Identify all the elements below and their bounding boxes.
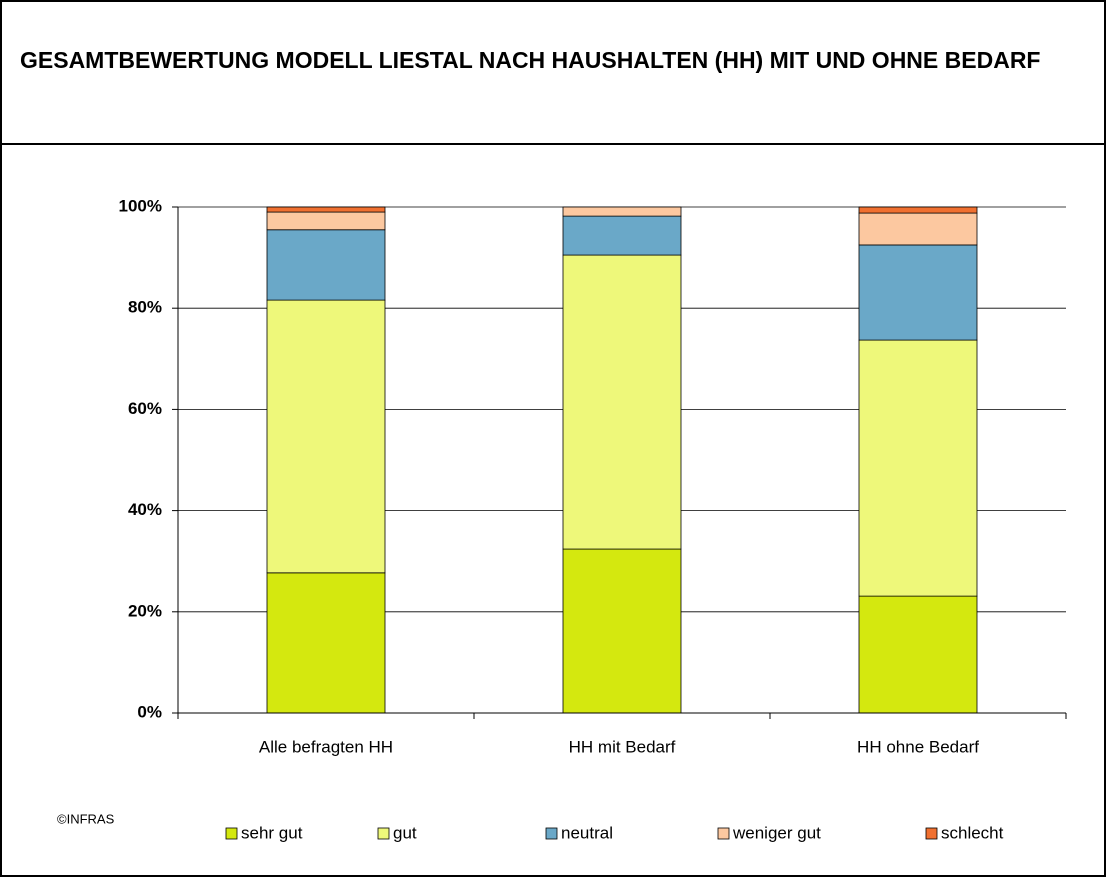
legend-label: sehr gut: [241, 823, 303, 842]
x-tick-label: Alle befragten HH: [259, 737, 393, 756]
legend-swatch: [377, 827, 390, 840]
legend-swatch: [225, 827, 238, 840]
source: ©INFRAS: [57, 811, 115, 826]
bar-segment: [562, 548, 682, 714]
bar-segment: [266, 229, 386, 301]
bar-segment: [858, 212, 978, 246]
bar-segment: [266, 572, 386, 714]
legend-label: neutral: [561, 823, 613, 842]
legend-swatch: [925, 827, 938, 840]
y-tick-label: 0%: [137, 702, 162, 721]
y-tick-label: 80%: [128, 298, 162, 317]
bar-segment: [858, 206, 978, 214]
legend-swatch: [545, 827, 558, 840]
legend-label: weniger gut: [732, 823, 821, 842]
bar-segment: [266, 299, 386, 574]
bar-segment: [562, 254, 682, 550]
bar-segment: [858, 244, 978, 341]
bar-segment: [562, 215, 682, 256]
y-tick-label: 60%: [128, 399, 162, 418]
bar-segment: [266, 206, 386, 213]
bar-segment: [562, 206, 682, 217]
y-tick-label: 40%: [128, 500, 162, 519]
legend-label: schlecht: [941, 823, 1004, 842]
chart-title: GESAMTBEWERTUNG MODELL LIESTAL NACH HAUS…: [20, 47, 1041, 73]
x-tick-label: HH mit Bedarf: [569, 737, 676, 756]
legend-label: gut: [393, 823, 417, 842]
x-tick-label: HH ohne Bedarf: [857, 737, 979, 756]
y-tick-label: 20%: [128, 601, 162, 620]
bar-segment: [266, 211, 386, 231]
bar-segment: [858, 339, 978, 597]
bar-segment: [858, 595, 978, 714]
y-tick-label: 100%: [119, 196, 162, 215]
legend-swatch: [717, 827, 730, 840]
title-box: GESAMTBEWERTUNG MODELL LIESTAL NACH HAUS…: [2, 2, 1104, 145]
